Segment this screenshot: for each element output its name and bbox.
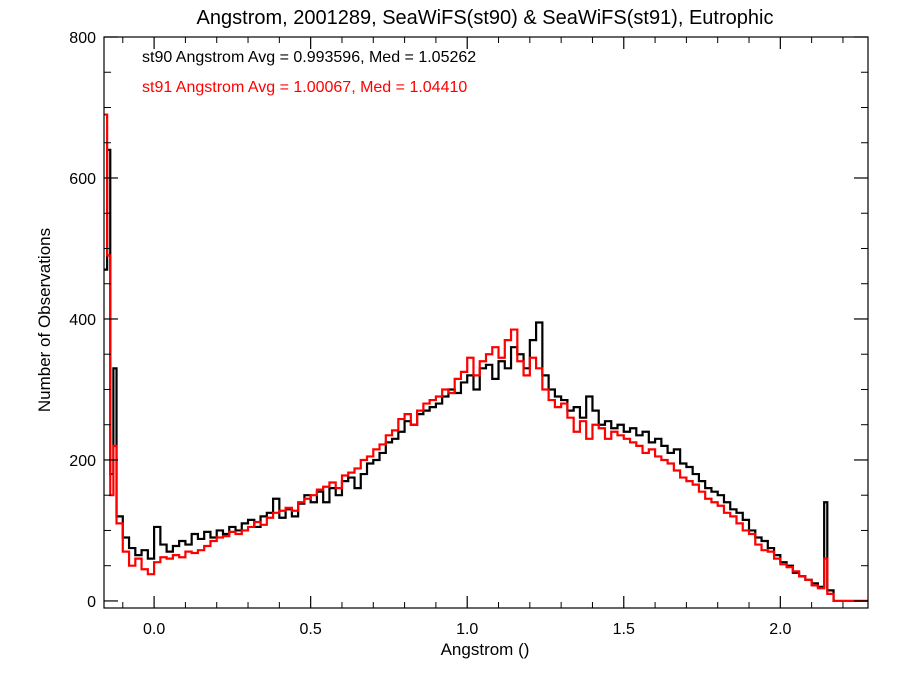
x-axis: 0.0 0.5 1.0 1.5 2.0: [122, 37, 844, 638]
y-tick-label: 600: [69, 171, 96, 188]
plot-series: [104, 113, 868, 603]
y-tick-label: 400: [69, 312, 96, 329]
series-line-1: [104, 113, 868, 603]
y-tick-label: 0: [87, 594, 96, 611]
plot-frame: [103, 36, 869, 609]
series-line-0: [104, 148, 868, 603]
y-axis-label: Number of Observations: [35, 228, 54, 412]
x-tick-label: 0.0: [143, 621, 165, 638]
y-axis: 0 200 400 600 800: [69, 30, 868, 611]
x-tick-label: 1.0: [456, 621, 478, 638]
annotation-st91-stats: st91 Angstrom Avg = 1.00067, Med = 1.044…: [142, 79, 467, 96]
chart-title: Angstrom, 2001289, SeaWiFS(st90) & SeaWi…: [197, 7, 774, 29]
y-tick-label: 800: [69, 30, 96, 47]
x-axis-label: Angstrom (): [441, 640, 530, 659]
annotation-st90-stats: st90 Angstrom Avg = 0.993596, Med = 1.05…: [142, 49, 476, 66]
x-tick-label: 2.0: [769, 621, 791, 638]
y-tick-label: 200: [69, 453, 96, 470]
x-tick-label: 0.5: [300, 621, 322, 638]
x-tick-label: 1.5: [613, 621, 635, 638]
